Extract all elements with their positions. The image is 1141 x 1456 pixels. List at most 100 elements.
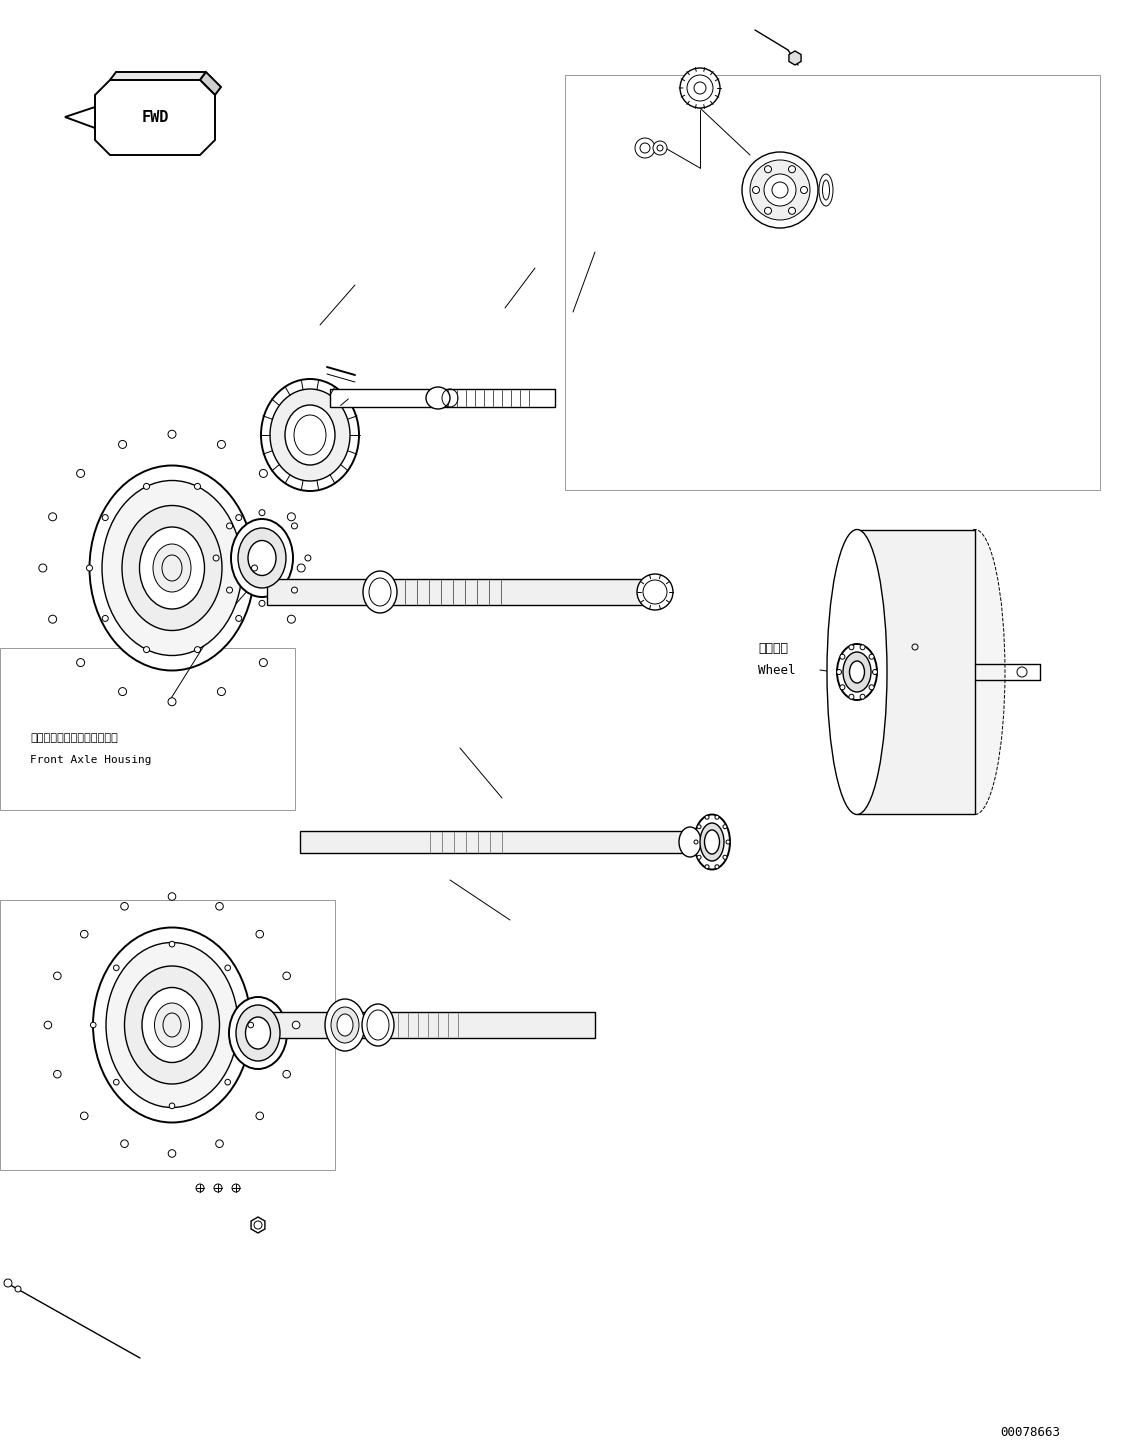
Polygon shape — [110, 71, 207, 80]
Text: FWD: FWD — [141, 109, 169, 125]
Circle shape — [860, 695, 865, 699]
Ellipse shape — [337, 1013, 353, 1037]
Circle shape — [840, 684, 845, 690]
Circle shape — [849, 645, 853, 649]
Circle shape — [849, 695, 853, 699]
Ellipse shape — [141, 987, 202, 1063]
Ellipse shape — [248, 540, 276, 575]
Ellipse shape — [94, 927, 251, 1123]
Circle shape — [637, 574, 673, 610]
Polygon shape — [200, 71, 221, 95]
Circle shape — [225, 1079, 230, 1085]
Ellipse shape — [122, 505, 222, 630]
Circle shape — [76, 658, 84, 667]
Circle shape — [251, 565, 258, 571]
Ellipse shape — [229, 997, 288, 1069]
Circle shape — [169, 942, 175, 946]
Circle shape — [232, 1184, 240, 1192]
Ellipse shape — [285, 405, 335, 464]
Circle shape — [76, 469, 84, 478]
Circle shape — [869, 654, 874, 660]
Ellipse shape — [679, 827, 701, 858]
Text: ホイール: ホイール — [758, 642, 788, 655]
Circle shape — [227, 587, 233, 593]
Ellipse shape — [945, 530, 1005, 814]
Circle shape — [81, 1112, 88, 1120]
Circle shape — [636, 138, 655, 159]
Ellipse shape — [270, 389, 350, 480]
Circle shape — [259, 469, 267, 478]
Circle shape — [259, 658, 267, 667]
Circle shape — [256, 1112, 264, 1120]
Ellipse shape — [245, 1016, 270, 1048]
Circle shape — [305, 555, 310, 561]
Circle shape — [292, 1021, 300, 1029]
Circle shape — [39, 563, 47, 572]
Circle shape — [168, 430, 176, 438]
Polygon shape — [251, 1217, 265, 1233]
Ellipse shape — [843, 652, 871, 692]
Ellipse shape — [154, 1003, 189, 1047]
Circle shape — [836, 670, 842, 674]
Ellipse shape — [704, 830, 720, 855]
Circle shape — [715, 815, 719, 820]
Circle shape — [1017, 667, 1027, 677]
Circle shape — [715, 865, 719, 869]
Circle shape — [705, 815, 709, 820]
Circle shape — [705, 865, 709, 869]
Circle shape — [742, 151, 818, 229]
Polygon shape — [95, 80, 215, 154]
Circle shape — [196, 1184, 204, 1192]
Circle shape — [259, 600, 265, 606]
Polygon shape — [267, 579, 659, 606]
Circle shape — [216, 1140, 224, 1147]
Circle shape — [49, 616, 57, 623]
Circle shape — [168, 697, 176, 706]
Ellipse shape — [819, 175, 833, 205]
Circle shape — [119, 687, 127, 696]
Circle shape — [121, 1140, 128, 1147]
Circle shape — [194, 483, 201, 489]
Circle shape — [216, 903, 224, 910]
Circle shape — [215, 1184, 222, 1192]
Circle shape — [5, 1278, 13, 1287]
Ellipse shape — [139, 527, 204, 609]
Circle shape — [90, 1022, 96, 1028]
Ellipse shape — [238, 529, 286, 588]
Polygon shape — [788, 51, 801, 66]
Circle shape — [297, 563, 305, 572]
Circle shape — [753, 186, 760, 194]
Circle shape — [144, 646, 149, 652]
Ellipse shape — [827, 530, 887, 814]
Circle shape — [764, 175, 796, 205]
Ellipse shape — [236, 1005, 280, 1061]
Circle shape — [218, 440, 226, 448]
Circle shape — [119, 440, 127, 448]
Ellipse shape — [325, 999, 365, 1051]
Ellipse shape — [124, 965, 219, 1085]
Ellipse shape — [102, 480, 242, 655]
Ellipse shape — [362, 1005, 394, 1045]
Circle shape — [259, 510, 265, 515]
Text: Front Axle Housing: Front Axle Housing — [30, 756, 152, 764]
Circle shape — [288, 616, 296, 623]
Circle shape — [227, 523, 233, 529]
Circle shape — [113, 1079, 119, 1085]
Circle shape — [764, 166, 771, 173]
Polygon shape — [300, 831, 690, 853]
Ellipse shape — [153, 545, 191, 593]
Circle shape — [291, 523, 298, 529]
Circle shape — [256, 930, 264, 938]
Circle shape — [680, 68, 720, 108]
Circle shape — [218, 687, 226, 696]
Ellipse shape — [837, 644, 877, 700]
Circle shape — [788, 166, 795, 173]
Circle shape — [103, 514, 108, 521]
Ellipse shape — [89, 466, 254, 671]
Circle shape — [653, 141, 667, 154]
Circle shape — [103, 616, 108, 622]
Circle shape — [726, 840, 730, 844]
Circle shape — [44, 1021, 51, 1029]
Polygon shape — [857, 530, 976, 814]
Polygon shape — [330, 389, 555, 408]
